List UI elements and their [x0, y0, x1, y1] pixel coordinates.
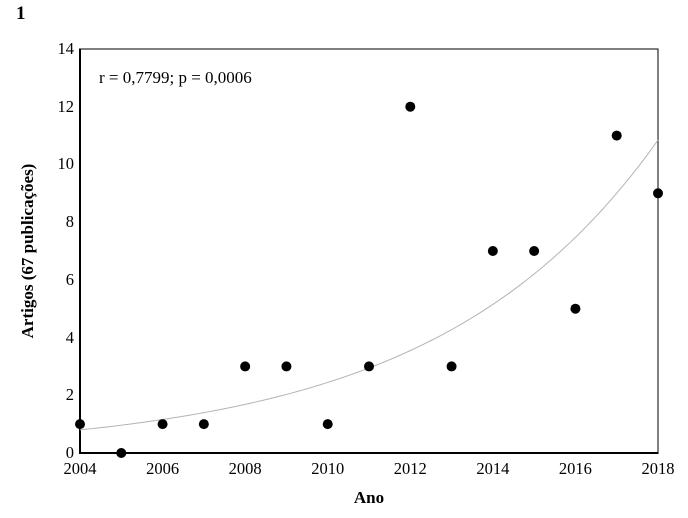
x-tick-label: 2014	[476, 459, 510, 478]
data-point	[281, 361, 292, 372]
data-point	[405, 101, 416, 112]
x-tick-label: 2012	[393, 459, 427, 478]
figure-label: 1	[16, 3, 26, 24]
y-tick-label: 8	[65, 212, 74, 232]
stats-annotation: r = 0,7799; p = 0,0006	[99, 68, 252, 87]
data-point	[116, 448, 127, 458]
data-point	[75, 419, 85, 430]
y-tick-label: 4	[65, 327, 74, 347]
y-tick-label: 6	[65, 269, 74, 289]
data-point	[157, 419, 168, 430]
data-point	[487, 246, 498, 256]
data-point	[653, 188, 663, 199]
data-point	[611, 130, 622, 141]
y-tick-label: 14	[57, 39, 75, 58]
y-tick-label: 0	[65, 443, 74, 462]
y-tick-label: 10	[57, 154, 75, 174]
x-tick-label: 2008	[228, 459, 262, 478]
data-point	[364, 361, 374, 372]
data-point	[529, 246, 540, 256]
y-tick-label: 2	[65, 385, 74, 405]
x-tick-label: 2018	[641, 459, 675, 478]
x-tick-label: 2010	[311, 459, 345, 478]
y-tick-label: 12	[57, 96, 75, 116]
x-tick-label: 2016	[558, 459, 592, 478]
trendline	[79, 139, 659, 431]
data-point	[322, 419, 333, 430]
x-tick-label: 2004	[63, 459, 97, 478]
x-tick-label: 2006	[146, 459, 180, 478]
data-point	[240, 361, 251, 372]
data-point	[446, 361, 457, 372]
data-point	[570, 303, 581, 314]
data-point	[198, 419, 209, 430]
x-axis-label: Ano	[353, 488, 385, 507]
